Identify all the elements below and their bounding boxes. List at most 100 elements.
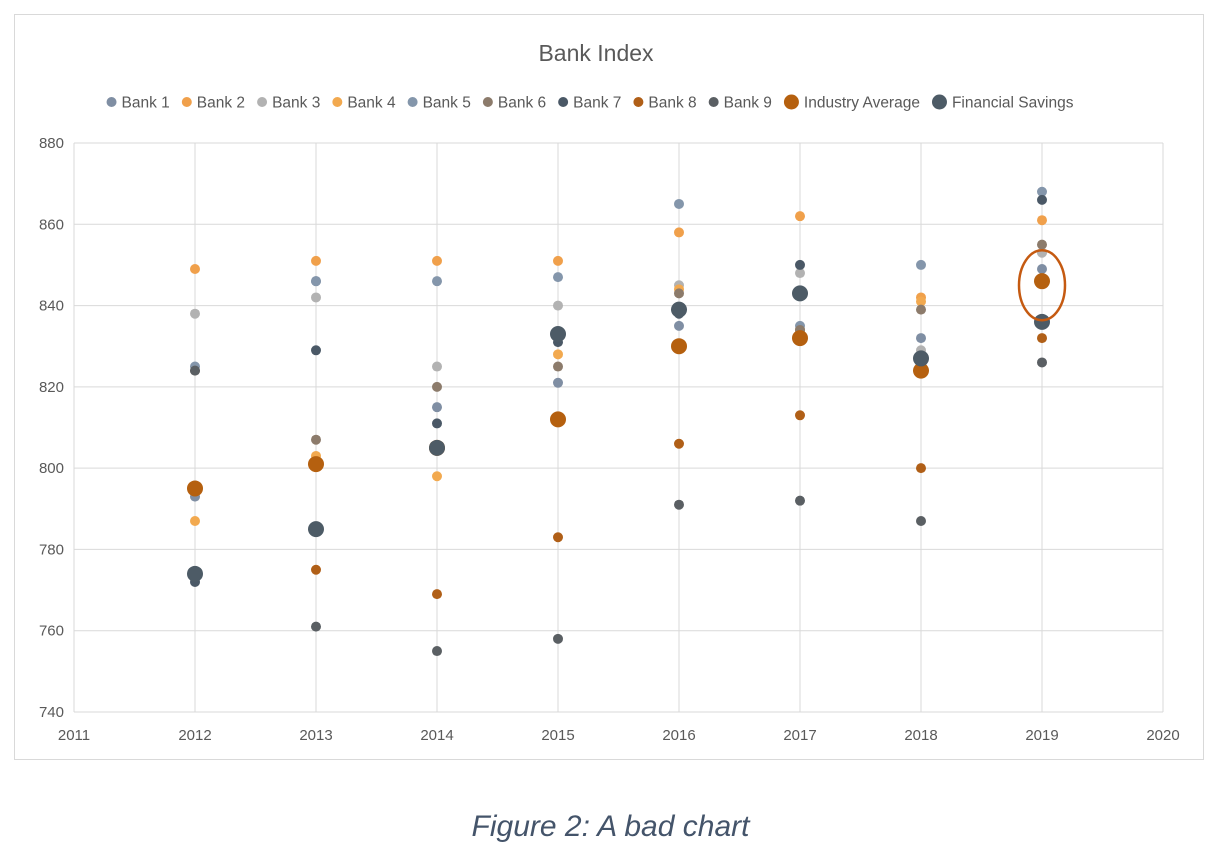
axis-labels: 740 760 780 800 820 840 860 880 2011 2012 2013 2014… [39, 135, 1180, 744]
point-bank-3-2017 [795, 268, 805, 279]
point-financial-savings-2015 [550, 326, 566, 343]
legend-item-bank-5: Bank 5 [407, 95, 471, 112]
point-bank-9-2019 [1037, 357, 1047, 368]
x-tick-label: 2020 [1146, 727, 1179, 744]
data-points [187, 186, 1050, 657]
legend-marker [482, 97, 493, 107]
point-bank-9-2012 [190, 365, 200, 376]
point-bank-2-2019 [1037, 215, 1047, 226]
legend-label: Bank 3 [272, 95, 320, 112]
point-bank-9-2014 [432, 646, 442, 657]
legend-item-bank-6: Bank 6 [482, 95, 546, 112]
legend-label: Bank 9 [724, 95, 772, 112]
y-tick-label: 820 [39, 379, 64, 396]
legend-label: Bank 7 [573, 95, 621, 112]
point-bank-1-2018 [916, 333, 926, 344]
legend-item-bank-3: Bank 3 [257, 95, 320, 112]
y-tick-label: 880 [39, 135, 64, 152]
point-bank-2-2015 [553, 255, 563, 266]
point-bank-4-2012 [190, 515, 200, 526]
point-bank-1-2016 [674, 320, 684, 331]
point-industry-average-2015 [550, 411, 566, 428]
point-bank-6-2019 [1037, 239, 1047, 250]
legend-marker [407, 97, 418, 107]
legend-item-bank-1: Bank 1 [106, 95, 170, 112]
y-tick-label: 740 [39, 704, 64, 721]
x-tick-label: 2018 [904, 727, 937, 744]
point-bank-6-2013 [311, 434, 321, 445]
legend-marker [106, 97, 117, 107]
point-bank-3-2013 [311, 292, 321, 303]
figure-caption: Figure 2: A bad chart [471, 810, 750, 843]
point-bank-2-2012 [190, 263, 200, 274]
legend-marker [181, 97, 192, 107]
point-bank-7-2017 [795, 259, 805, 270]
y-tick-label: 800 [39, 460, 64, 477]
x-tick-label: 2014 [420, 727, 453, 744]
point-bank-6-2016 [674, 288, 684, 299]
scatter-chart: Bank Index Bank 1 Bank 2 Bank 3 Bank 4 Bank … [39, 40, 1180, 744]
legend-item-bank-7: Bank 7 [558, 95, 621, 112]
point-bank-3-2012 [190, 308, 200, 319]
point-bank-8-2017 [795, 410, 805, 421]
point-financial-savings-2018 [913, 350, 929, 367]
point-bank-1-2019 [1037, 263, 1047, 274]
legend-marker [332, 97, 343, 107]
point-financial-savings-2019 [1034, 313, 1050, 330]
point-industry-average-2013 [308, 456, 324, 473]
x-tick-label: 2019 [1025, 727, 1058, 744]
chart-frame: Bank Index Bank 1 Bank 2 Bank 3 Bank 4 Bank … [14, 14, 1204, 760]
x-tick-label: 2013 [299, 727, 332, 744]
point-financial-savings-2016 [671, 301, 687, 318]
x-tick-label: 2015 [541, 727, 574, 744]
chart-title: Bank Index [538, 40, 654, 66]
legend-marker [257, 97, 268, 107]
point-bank-2-2013 [311, 255, 321, 266]
point-industry-average-2016 [671, 338, 687, 355]
point-financial-savings-2013 [308, 521, 324, 538]
point-bank-4-2015 [553, 349, 563, 360]
point-bank-2-2017 [795, 211, 805, 222]
legend-marker [708, 97, 719, 107]
point-bank-5-2016 [674, 198, 684, 209]
point-industry-average-2012 [187, 480, 203, 497]
grid [73, 142, 1164, 713]
legend-label: Bank 6 [498, 95, 546, 112]
legend-label: Bank 4 [347, 95, 396, 112]
legend-label: Bank 2 [197, 95, 245, 112]
point-financial-savings-2014 [429, 439, 445, 456]
legend-item-bank-8: Bank 8 [633, 95, 697, 112]
point-bank-2-2014 [432, 255, 442, 266]
point-bank-4-2018 [916, 296, 926, 307]
legend-item-industry-average: Industry Average [783, 94, 920, 112]
point-bank-3-2014 [432, 361, 442, 372]
point-bank-5-2014 [432, 276, 442, 287]
point-bank-5-2013 [311, 276, 321, 287]
point-bank-8-2015 [553, 532, 563, 543]
y-tick-label: 760 [39, 623, 64, 640]
point-industry-average-2017 [792, 330, 808, 347]
legend-item-bank-4: Bank 4 [332, 95, 396, 112]
legend-label: Financial Savings [952, 95, 1074, 112]
point-bank-9-2015 [553, 633, 563, 644]
legend-label: Bank 5 [423, 95, 471, 112]
highlight-ellipse [1017, 249, 1067, 322]
point-bank-1-2014 [432, 402, 442, 413]
legend-label: Industry Average [804, 95, 920, 112]
point-bank-4-2014 [432, 471, 442, 482]
point-bank-5-2019 [1037, 186, 1047, 197]
x-tick-label: 2012 [178, 727, 211, 744]
legend-marker [931, 94, 947, 110]
point-bank-6-2015 [553, 361, 563, 372]
point-bank-2-2016 [674, 227, 684, 238]
x-tick-label: 2016 [662, 727, 695, 744]
point-bank-7-2019 [1037, 194, 1047, 205]
point-industry-average-2018 [913, 362, 929, 379]
point-bank-9-2018 [916, 515, 926, 526]
point-industry-average-2019 [1034, 273, 1050, 290]
legend: Bank 1 Bank 2 Bank 3 Bank 4 Bank 5 Bank 6 Bank… [106, 94, 1074, 112]
legend-item-bank-9: Bank 9 [708, 95, 772, 112]
point-bank-9-2016 [674, 499, 684, 510]
legend-marker [783, 94, 799, 110]
y-tick-label: 840 [39, 298, 64, 315]
